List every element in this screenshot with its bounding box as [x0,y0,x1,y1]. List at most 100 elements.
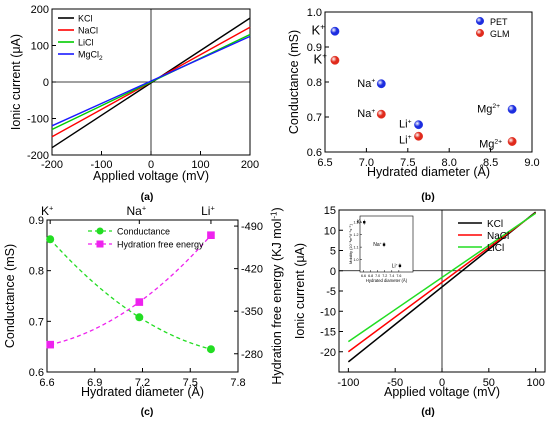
legend-marker-b [476,29,485,38]
inset-d: 6.6 6.8 7.0 7.2 7.4 7.6 1.0 1.1 1.2 1.3K+ Na+ Li+ Hy… [349,215,414,283]
point-label-b: Li+ [399,134,412,146]
series-curve-c-1 [50,234,212,346]
legend-label-c: Conductance [117,227,170,237]
inset-y-axis-title: Mobility (10⁻⁸m²V⁻¹s⁻¹) [349,223,353,263]
x-tick-label-b: 7.0 [359,157,374,169]
data-point-c-0 [46,235,55,244]
x-tick-label-b: 6.5 [317,157,332,169]
inset-y-tick-label: 1.2 [354,233,359,237]
inset-y-tick-label: 1.1 [354,245,359,249]
y-tick-label-b: 0.7 [307,112,322,124]
legend-label-b: GLM [490,29,510,39]
legend-marker-b [476,17,485,26]
y-tick-label-a: -100 [27,114,49,126]
data-point-b-1 [414,131,423,141]
legend-label-d: NaCl [487,231,509,242]
x-tick-label-d: -50 [387,377,403,389]
y-tick-label-d: 10 [324,225,336,237]
point-label-b: Na+ [357,78,375,90]
y-axis-title-c: Conductance (mS) [3,244,17,348]
legend-label-c: Hydration free energy [117,240,204,250]
x-tick-label-c: 7.5 [183,377,198,389]
inset-x-tick-label: 7.2 [382,274,387,278]
legend-c: Conductance Hydration free energy [88,227,204,250]
inset-point-label: K+ [357,219,362,226]
x-tick-label-c: 7.2 [135,377,150,389]
data-point-b-1 [376,109,386,119]
x-tick-label-d: 100 [526,377,544,389]
y-tick-label-d: -5 [326,286,336,298]
y-tick-label-a: 100 [31,41,49,53]
y-tick-label-d: -10 [320,306,336,318]
legend-marker-c [96,240,104,248]
inset-x-tick-label: 6.8 [368,274,373,278]
inset-point-label: Na+ [373,241,381,248]
panel-label-d: (d) [421,406,434,418]
series-line-d-0 [347,211,537,363]
data-point-b-1 [507,137,517,146]
data-point-c-1 [135,298,144,306]
legend-label-a: KCl [78,14,93,24]
y2-tick-label-c: -420 [241,264,263,276]
data-point-c-0 [206,345,215,354]
y-axis-title-a: Ionic current (μA) [9,34,23,130]
inset-y-tick-label: 1.3 [354,221,359,225]
series-line-d-1 [347,212,537,353]
y2-axis-title-c: Hydration free energy (KJ mol-1) [270,207,285,384]
y-tick-label-b: 0.8 [307,77,322,89]
panel-label-b: (b) [421,191,434,203]
legend-a: KCl NaCl LiCl MgCl2 [58,14,103,62]
inset-x-tick-label: 7.0 [375,274,380,278]
point-label-b: K+ [314,51,328,66]
y-tick-label-d: 5 [330,246,336,258]
top-label-c: Na+ [126,203,146,218]
x-tick-label-c: 6.6 [39,377,54,389]
data-point-c-1 [46,340,54,349]
panel-label-a: (a) [141,191,154,203]
y-tick-label-b: 1.0 [307,7,322,19]
data-point-c-0 [135,313,144,322]
x-axis-title-a: Applied voltage (mV) [93,169,209,183]
y2-tick-label-c: -280 [241,349,263,361]
x-tick-label-b: 8.0 [442,157,457,169]
x-tick-label-a: -200 [41,159,63,171]
x-tick-label-b: 7.5 [400,157,415,169]
legend-label-d: KCl [487,219,503,230]
point-label-b: Li+ [399,119,412,131]
legend-label-d: LiCl [487,243,504,254]
x-tick-label-d: -100 [337,377,359,389]
y-tick-label-a: 0 [43,77,49,89]
x-tick-label-a: -100 [90,159,112,171]
panel-label-c: (c) [141,406,154,418]
y-tick-label-a: 200 [31,4,49,16]
top-label-c: K+ [41,203,53,218]
y-tick-label-d: 0 [330,266,336,278]
series-line-a-0 [51,17,251,149]
x-tick-label-a: 100 [191,159,209,171]
x-tick-label-b: 9.0 [524,157,539,169]
data-point-b-0 [414,120,423,130]
point-label-b: Na+ [357,108,375,120]
inset-x-tick-label: 7.6 [396,274,401,278]
x-tick-label-d: 50 [483,377,495,389]
series-line-d-2 [347,212,537,343]
inset-y-tick-label: 1.0 [354,258,359,262]
series-curve-c-0 [49,238,212,350]
y-tick-label-c: 0.8 [29,266,44,278]
inset-x-tick-label: 6.6 [361,274,366,278]
series-line-a-3 [51,35,251,127]
y-tick-label-b: 0.6 [307,147,322,159]
series-line-a-2 [51,33,251,131]
data-point-c-1 [207,231,215,239]
y-tick-label-c: 0.9 [29,215,44,227]
y-tick-label-b: 0.9 [307,42,322,54]
data-point-b-0 [507,104,517,114]
legend-marker-c [96,227,104,235]
y-axis-title-d: Ionic current (μA) [293,243,307,339]
y-tick-label-d: 15 [324,205,336,217]
data-point-b-0 [376,79,386,89]
y-tick-label-a: -200 [27,150,49,162]
y2-tick-label-c: -350 [241,306,263,318]
